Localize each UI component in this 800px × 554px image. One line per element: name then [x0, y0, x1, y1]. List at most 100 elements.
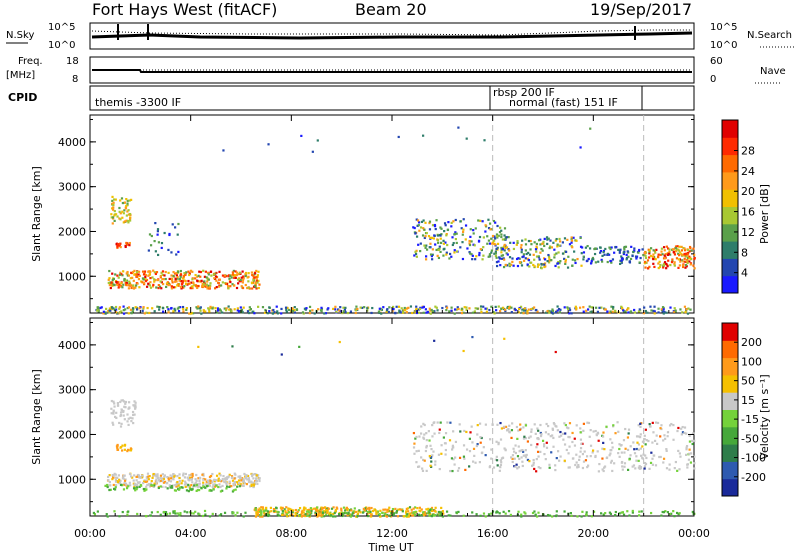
scatter-cell [471, 311, 475, 314]
scatter-cell [608, 454, 611, 457]
scatter-cell [285, 310, 288, 313]
scatter-cell [288, 514, 292, 517]
scatter-cell [432, 450, 435, 453]
scatter-cell [186, 283, 189, 286]
scatter-cell [403, 306, 406, 310]
scatter-cell [654, 464, 658, 467]
scatter-cell [176, 277, 179, 280]
scatter-cell [677, 426, 680, 430]
scatter-cell [620, 461, 623, 464]
scatter-cell [506, 429, 509, 432]
scatter-cell [624, 427, 627, 431]
scatter-cell [175, 280, 178, 283]
scatter-cell [555, 510, 558, 513]
scatter-cell [429, 508, 432, 511]
scatter-cell [668, 512, 671, 516]
scatter-cell [573, 437, 576, 440]
scatter-cell [691, 510, 694, 514]
scatter-cell [470, 253, 473, 256]
scatter-cell [628, 260, 631, 263]
scatter-cell [123, 220, 126, 223]
scatter-cell [247, 272, 250, 275]
scatter-cell [509, 241, 512, 244]
scatter-cell [185, 307, 188, 310]
scatter-cell [195, 483, 198, 487]
scatter-cell [442, 436, 445, 439]
scatter-cell [434, 243, 437, 246]
scatter-cell [339, 512, 342, 515]
scatter-cell [334, 510, 337, 513]
scatter-cell [623, 451, 626, 454]
scatter-cell [384, 512, 387, 515]
scatter-cell [433, 223, 437, 227]
scatter-cell [603, 448, 606, 451]
scatter-cell [520, 513, 523, 516]
scatter-cell [611, 441, 614, 444]
scatter-cell [151, 484, 154, 487]
scatter-cell [181, 280, 184, 283]
scatter-cell [633, 247, 636, 250]
scatter-cell [548, 246, 551, 250]
scatter-cell [578, 458, 581, 461]
scatter-cell [121, 210, 124, 213]
scatter-cell [255, 511, 258, 515]
scatter-cell [621, 257, 624, 260]
scatter-cell [227, 305, 230, 308]
scatter-cell [524, 449, 527, 452]
scatter-cell [633, 249, 636, 252]
scatter-cell [642, 253, 645, 257]
scatter-cell [166, 476, 169, 479]
scatter-cell [230, 485, 233, 488]
scatter-cell [213, 478, 216, 481]
scatter-cell [215, 285, 218, 289]
scatter-cell [689, 308, 692, 311]
scatter-cell [129, 449, 133, 452]
scatter-cell [608, 246, 611, 249]
scatter-cell [599, 512, 603, 515]
scatter-cell [145, 475, 149, 479]
scatter-cell [610, 449, 613, 452]
scatter-cell [205, 283, 208, 286]
scatter-cell [440, 233, 443, 236]
scatter-cell [433, 310, 436, 313]
scatter-cell [554, 239, 557, 242]
scatter-cell [498, 257, 502, 260]
scatter-cell [611, 258, 615, 261]
scatter-cell [501, 456, 505, 459]
scatter-cell [468, 437, 471, 440]
colorbar-tick-label: -100 [741, 452, 766, 465]
scatter-cell [223, 307, 226, 310]
scatter-cell [391, 305, 395, 309]
scatter-cell [644, 256, 648, 260]
scatter-cell [665, 267, 668, 270]
scatter-cell [158, 306, 161, 309]
scatter-cell [173, 474, 176, 477]
scatter-cell [558, 459, 561, 462]
scatter-cell [424, 258, 428, 261]
scatter-cell [511, 422, 514, 425]
scatter-cell [251, 474, 254, 478]
scatter-cell [332, 515, 335, 518]
scatter-cell [445, 251, 448, 254]
scatter-cell [370, 506, 373, 510]
radar-title: Fort Hays West (fitACF) [92, 0, 277, 19]
scatter-cell [174, 277, 177, 280]
scatter-cell [202, 483, 205, 487]
scatter-cell [518, 307, 521, 311]
scatter-cell [685, 308, 688, 311]
scatter-cell [129, 416, 132, 419]
scatter-cell [592, 258, 595, 261]
scatter-cell [368, 508, 371, 511]
scatter-cell [147, 478, 150, 481]
y-tick-label: 4000 [58, 339, 86, 352]
freq-label-line1: Freq. [18, 56, 43, 67]
scatter-cell [484, 515, 487, 518]
scatter-cell [415, 461, 418, 464]
x-tick-label: 16:00 [477, 527, 509, 540]
scatter-cell [116, 246, 119, 249]
scatter-cell [346, 507, 349, 511]
scatter-cell [568, 309, 572, 312]
scatter-cell [688, 250, 691, 253]
scatter-cell [474, 461, 477, 464]
scatter-cell [519, 305, 523, 308]
